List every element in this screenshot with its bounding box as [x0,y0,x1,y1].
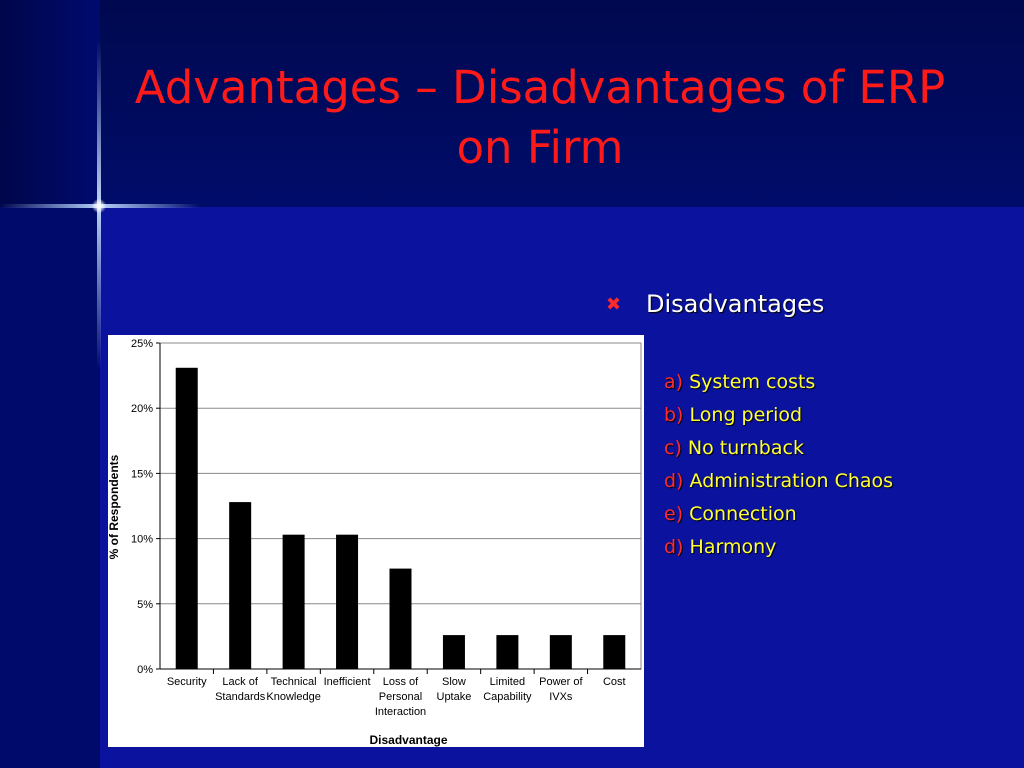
slide-title: Advantages – Disadvantages of ERP on Fir… [134,61,946,174]
x-tick-label: Slow [442,676,466,688]
list-item: d) Harmony [664,533,893,566]
list-letter: d) [664,536,684,558]
x-tick-label: Limited [490,676,525,688]
x-tick-label: Standards [215,691,266,703]
list-text: No turnback [687,437,804,459]
bar [175,367,198,669]
x-tick-label: Interaction [375,706,426,718]
bar [229,502,252,669]
list-item: b) Long period [664,401,893,434]
x-tick-label: Cost [603,676,626,688]
y-axis-title: % of Respondents [108,454,121,559]
x-tick-label: Power of [539,676,583,688]
bar [442,635,465,669]
bar [336,534,359,669]
x-tick-label: Inefficient [324,676,371,688]
y-tick-label: 10% [131,534,153,546]
list-letter: a) [664,371,684,393]
list-item: e) Connection [664,500,893,533]
x-tick-label: Capability [483,691,532,703]
bar-chart-svg: 0% 5% 10% 15% 20% 25% Security Lack of Standards… [108,338,642,747]
list-item: a) System costs [664,368,893,401]
light-flare-core [92,199,106,213]
bullet-heading: ✖ Disadvantages [606,290,824,318]
list-text: Administration Chaos [689,470,894,492]
y-tick-label: 20% [131,403,153,415]
y-tick-label: 15% [131,468,153,480]
header-band [0,0,1024,207]
list-item: d) Administration Chaos [664,467,893,500]
list-item: c) No turnback [664,434,893,467]
x-tick-label: Personal [379,691,422,703]
x-tick-label: Loss of [383,676,419,688]
list-letter: e) [664,503,684,525]
x-tick-label: Lack of [222,676,258,688]
bar-chart: 0% 5% 10% 15% 20% 25% Security Lack of Standards… [108,335,644,747]
list-letter: b) [664,404,684,426]
list-text: Long period [689,404,803,426]
bar [282,534,305,669]
bar [496,635,519,669]
bullet-heading-text: Disadvantages [646,290,825,318]
bar [389,568,412,669]
x-tick-label: Security [167,676,207,688]
y-tick-label: 25% [131,338,153,350]
y-tick-label: 0% [137,664,153,676]
list-text: Connection [689,503,797,525]
x-tick-label: Uptake [437,691,472,703]
x-tick-label: IVXs [549,691,573,703]
list-letter: d) [664,470,684,492]
x-tick-label: Knowledge [266,691,320,703]
x-bullet-icon: ✖ [606,293,622,315]
disadvantage-list: a) System costs b) Long period c) No tur… [664,368,893,566]
bar [549,635,572,669]
y-tick-label: 5% [137,599,153,611]
list-text: System costs [689,371,816,393]
bar [603,635,626,669]
left-lower-band [0,207,100,768]
list-letter: c) [664,437,682,459]
list-text: Harmony [689,536,777,558]
x-axis-title: Disadvantage [369,733,447,747]
x-tick-label: Technical [271,676,317,688]
